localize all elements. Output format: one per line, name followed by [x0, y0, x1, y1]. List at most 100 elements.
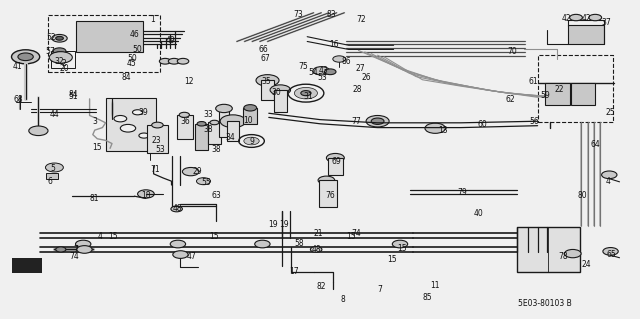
Text: 73: 73 — [293, 10, 303, 19]
Text: 82: 82 — [317, 282, 326, 291]
Circle shape — [159, 58, 171, 64]
Text: 85: 85 — [422, 293, 433, 302]
Bar — [227, 121, 239, 141]
Text: 30: 30 — [271, 88, 282, 97]
Text: 69: 69 — [332, 157, 342, 166]
Bar — [48, 15, 160, 72]
Circle shape — [139, 133, 149, 138]
Text: 79: 79 — [457, 189, 467, 197]
Circle shape — [220, 115, 246, 128]
Text: 33: 33 — [204, 110, 214, 119]
Text: 38: 38 — [211, 145, 221, 154]
Circle shape — [55, 52, 65, 57]
Circle shape — [301, 91, 311, 96]
Text: 16: 16 — [329, 40, 339, 49]
Text: 81: 81 — [90, 194, 99, 203]
Circle shape — [45, 163, 63, 172]
Bar — [46, 173, 58, 179]
Text: 13: 13 — [438, 126, 448, 135]
Circle shape — [152, 122, 163, 128]
Text: 53: 53 — [155, 145, 165, 154]
Text: 46: 46 — [129, 30, 140, 39]
Text: 47: 47 — [186, 252, 196, 261]
Bar — [195, 124, 208, 150]
Circle shape — [18, 53, 33, 61]
Text: 59: 59 — [540, 91, 550, 100]
Circle shape — [138, 190, 154, 198]
Text: 38: 38 — [204, 125, 214, 134]
Circle shape — [603, 248, 618, 255]
Circle shape — [52, 34, 67, 42]
Circle shape — [77, 246, 92, 253]
Circle shape — [56, 36, 63, 40]
Circle shape — [326, 153, 344, 162]
Bar — [274, 90, 287, 112]
Circle shape — [171, 206, 182, 212]
Text: 32: 32 — [54, 57, 64, 66]
Circle shape — [216, 104, 232, 113]
Text: 70: 70 — [507, 47, 517, 56]
Bar — [545, 83, 570, 105]
Circle shape — [182, 167, 199, 176]
Text: 56: 56 — [529, 117, 539, 126]
Bar — [517, 227, 580, 272]
Text: 7: 7 — [73, 245, 78, 254]
Circle shape — [132, 110, 143, 115]
Text: 78: 78 — [558, 252, 568, 261]
Bar — [319, 180, 337, 207]
Text: 48: 48 — [311, 245, 321, 254]
Bar — [106, 98, 156, 151]
Text: 8: 8 — [340, 295, 345, 304]
Text: 17: 17 — [289, 267, 300, 276]
Text: 19: 19 — [268, 220, 278, 229]
Text: 39: 39 — [138, 108, 148, 117]
Bar — [147, 125, 168, 153]
Text: 44: 44 — [49, 110, 60, 119]
Text: 76: 76 — [325, 191, 335, 200]
Text: 43: 43 — [319, 66, 329, 75]
Text: 12: 12 — [185, 77, 194, 86]
Text: 60: 60 — [477, 120, 488, 129]
Text: 45: 45 — [127, 59, 137, 68]
Text: 6: 6 — [47, 177, 52, 186]
Text: 36: 36 — [180, 117, 190, 126]
Text: 51: 51 — [68, 92, 78, 101]
Text: 5: 5 — [50, 164, 55, 173]
Text: 65: 65 — [607, 250, 617, 259]
Text: FR.: FR. — [20, 261, 34, 270]
Text: 53: 53 — [317, 73, 328, 82]
Circle shape — [49, 52, 72, 63]
Text: 86: 86 — [341, 57, 351, 66]
Circle shape — [179, 112, 189, 117]
Text: 11: 11 — [431, 281, 440, 290]
Text: 63: 63 — [211, 191, 221, 200]
Circle shape — [170, 240, 186, 248]
Text: 48: 48 — [173, 204, 183, 213]
Text: 55: 55 — [202, 178, 212, 187]
Circle shape — [244, 105, 257, 111]
Circle shape — [256, 75, 279, 86]
Text: 74: 74 — [69, 252, 79, 261]
Circle shape — [56, 247, 66, 252]
Text: 35: 35 — [261, 77, 271, 86]
Text: 67: 67 — [260, 54, 270, 63]
Text: 21: 21 — [314, 229, 323, 238]
Bar — [568, 25, 604, 44]
Text: 10: 10 — [243, 116, 253, 125]
Text: 75: 75 — [298, 63, 308, 71]
Bar — [261, 80, 274, 100]
Text: 77: 77 — [351, 117, 361, 126]
Text: 2: 2 — [61, 59, 67, 68]
Text: 24: 24 — [581, 260, 591, 269]
Circle shape — [12, 50, 40, 64]
Circle shape — [56, 59, 65, 63]
Text: 57: 57 — [45, 47, 56, 56]
Text: 29: 29 — [192, 167, 202, 176]
Text: 68: 68 — [13, 95, 23, 104]
Circle shape — [196, 178, 211, 185]
Text: 15: 15 — [209, 232, 220, 241]
Text: 64: 64 — [590, 140, 600, 149]
Circle shape — [244, 137, 259, 145]
Text: 19: 19 — [279, 220, 289, 229]
Text: 42: 42 — [581, 14, 591, 23]
